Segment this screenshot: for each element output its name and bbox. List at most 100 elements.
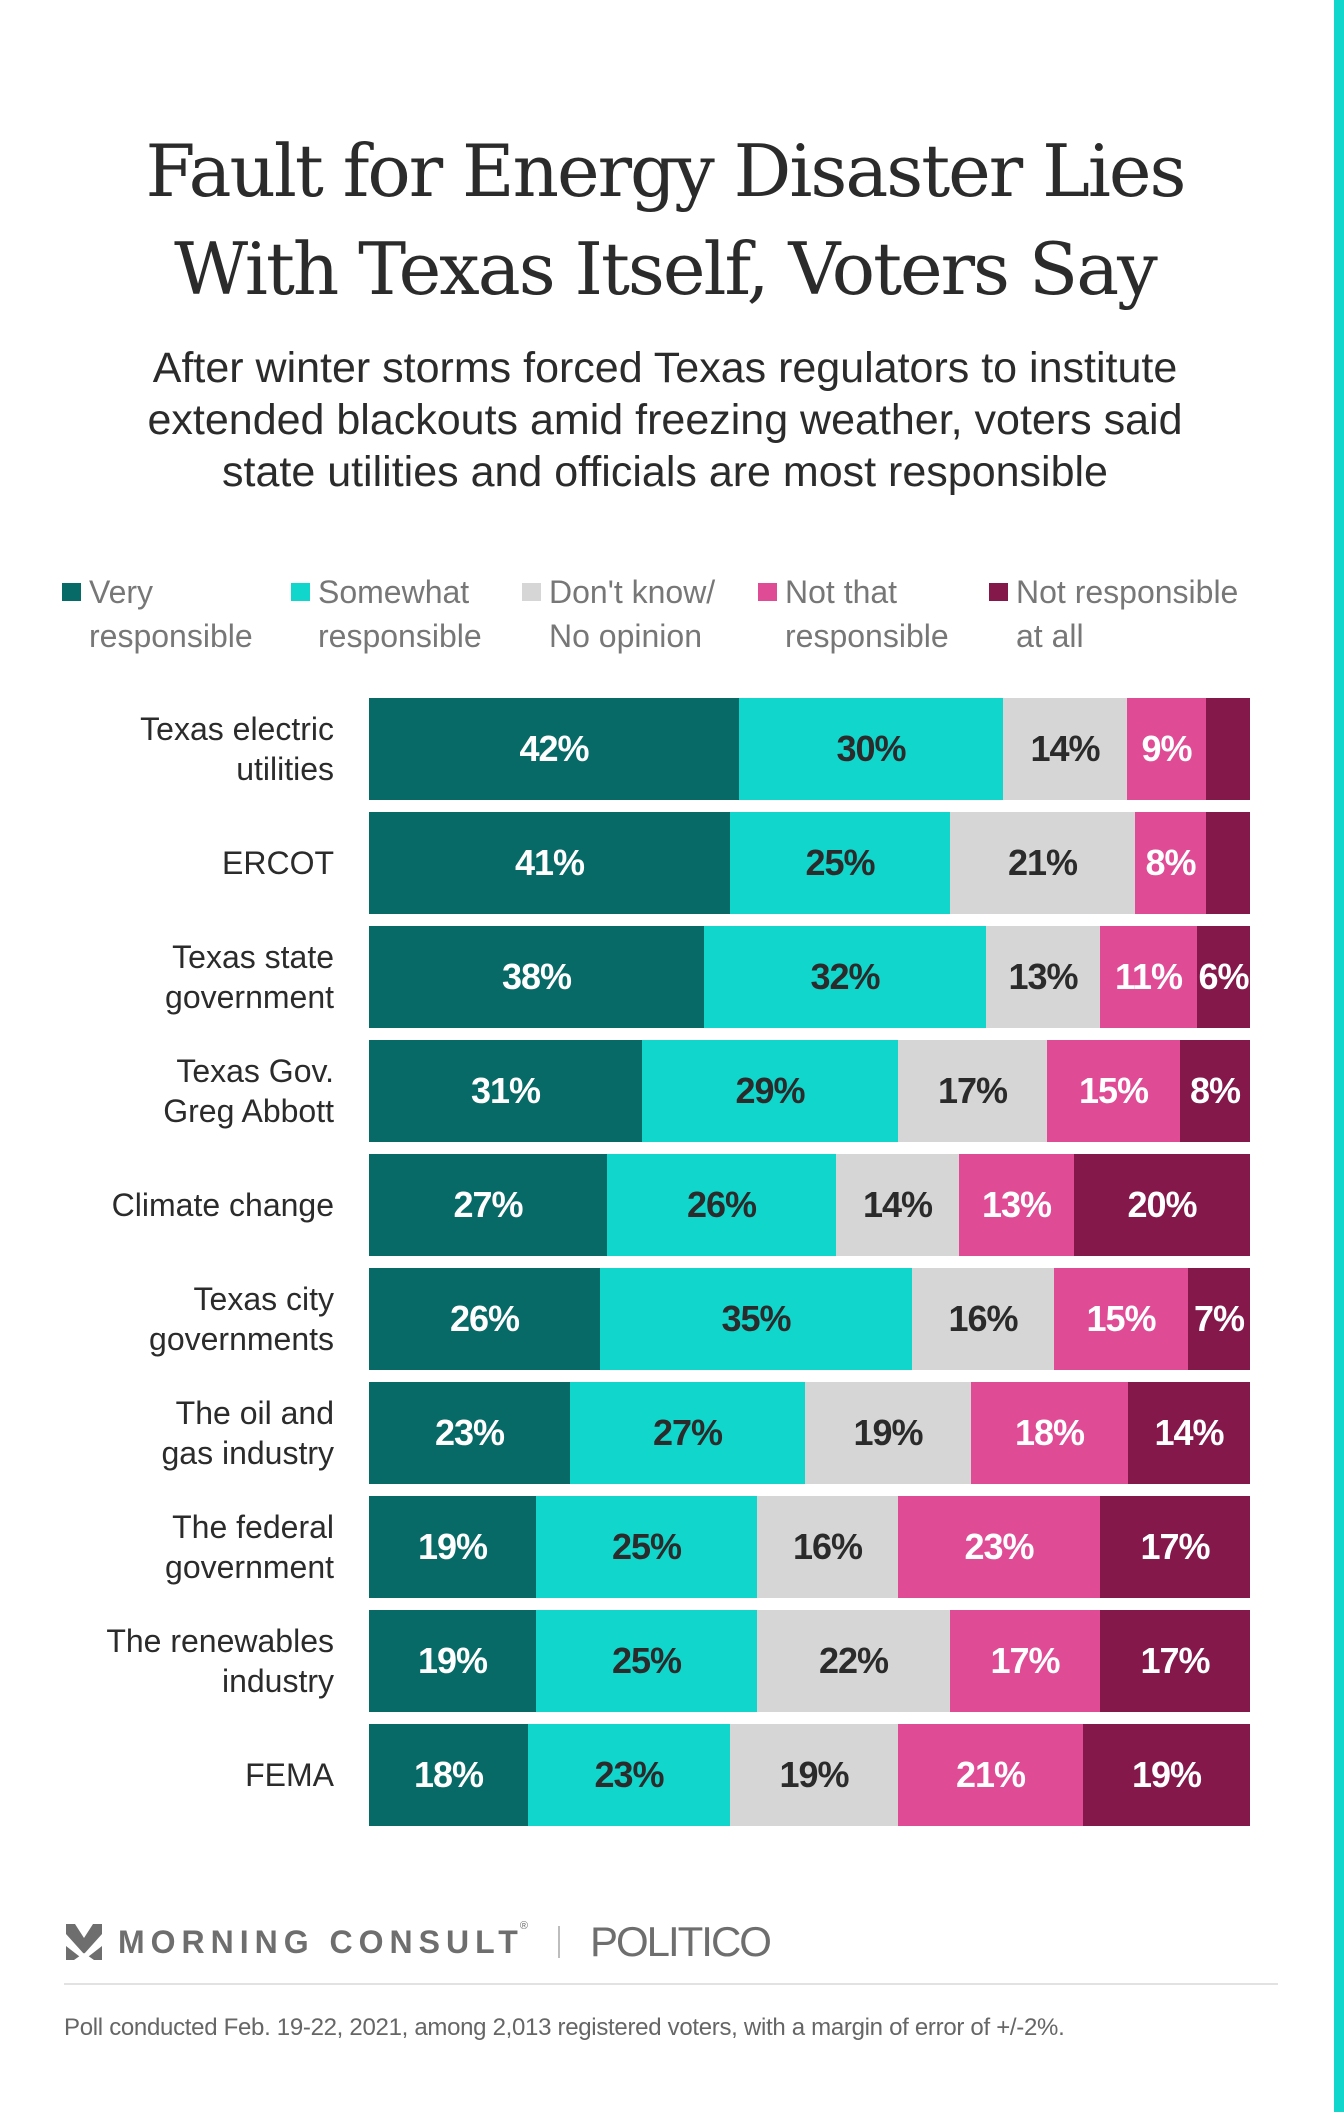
category-label: The federal government — [4, 1496, 334, 1598]
data-label: 23% — [434, 1412, 505, 1453]
category-label-line: governments — [149, 1321, 334, 1357]
chart-subtitle: After winter storms forced Texas regulat… — [0, 342, 1330, 498]
data-label: 14% — [1030, 728, 1100, 769]
subtitle-line-2: extended blackouts amid freezing weather… — [147, 396, 1183, 444]
data-label: 17% — [1140, 1526, 1210, 1567]
legend-label: Very responsible — [89, 574, 253, 654]
bar-segment-somewhat-responsible: 29% — [642, 1040, 898, 1142]
data-label: 6% — [1198, 956, 1249, 997]
legend-label: Somewhat responsible — [318, 574, 482, 654]
bar-segment-not-responsible-at-all: 17% — [1100, 1610, 1250, 1712]
data-label: 42% — [519, 728, 589, 769]
bar-segment-don-t-know-no-opinion: 21% — [950, 812, 1135, 914]
data-label: 27% — [652, 1412, 723, 1453]
bar-segment-somewhat-responsible: 23% — [528, 1724, 730, 1826]
data-label: 19% — [417, 1526, 488, 1567]
data-label: 14% — [1154, 1412, 1224, 1453]
bar-segment-don-t-know-no-opinion: 22% — [757, 1610, 950, 1712]
bar-segment-somewhat-responsible: 25% — [536, 1496, 757, 1598]
data-label: 13% — [981, 1184, 1052, 1225]
bar-segment-don-t-know-no-opinion: 14% — [836, 1154, 959, 1256]
data-label: 19% — [779, 1754, 849, 1795]
category-label: The renewables industry — [4, 1610, 334, 1712]
category-label: The oil and gas industry — [4, 1382, 334, 1484]
bar-segment-somewhat-responsible: 26% — [607, 1154, 836, 1256]
data-label: 20% — [1127, 1184, 1197, 1225]
category-label: FEMA — [4, 1724, 334, 1826]
bar-segment-not-that-responsible: 17% — [950, 1610, 1100, 1712]
category-label-line: The oil and — [175, 1395, 334, 1431]
category-label-line: government — [165, 1549, 334, 1585]
category-label-line: Texas Gov. — [176, 1053, 334, 1089]
bar-segment-not-responsible-at-all — [1206, 698, 1250, 800]
data-label: 18% — [1014, 1412, 1085, 1453]
data-label: 8% — [1189, 1070, 1241, 1111]
bar-segment-somewhat-responsible: 25% — [730, 812, 950, 914]
data-label: 32% — [810, 956, 880, 997]
data-label: 26% — [449, 1298, 520, 1339]
data-label: 17% — [1140, 1640, 1210, 1681]
category-label-line: Texas electric — [140, 711, 334, 747]
data-label: 31% — [470, 1070, 541, 1111]
bar-segment-don-t-know-no-opinion: 14% — [1003, 698, 1127, 800]
bar-segment-very-responsible: 27% — [369, 1154, 607, 1256]
data-label: 18% — [413, 1754, 484, 1795]
data-label: 29% — [735, 1070, 805, 1111]
bar-segment-somewhat-responsible: 32% — [704, 926, 986, 1028]
legend-label: Don't know/No opinion — [549, 574, 716, 654]
title-line-2: With Texas Itself, Voters Say — [174, 227, 1158, 311]
data-label: 9% — [1141, 728, 1192, 769]
data-label: 11% — [1114, 956, 1183, 997]
registered-mark: ® — [519, 1920, 528, 1932]
data-label: 17% — [990, 1640, 1060, 1681]
data-label: 30% — [836, 728, 906, 769]
bar-segment-not-responsible-at-all: 19% — [1083, 1724, 1250, 1826]
chart-title: Fault for Energy Disaster Lies With Texa… — [0, 122, 1330, 318]
bar-segment-not-responsible-at-all: 20% — [1074, 1154, 1250, 1256]
bar-segment-don-t-know-no-opinion: 16% — [757, 1496, 898, 1598]
data-label: 8% — [1145, 842, 1196, 883]
legend: Very responsible Somewhat responsible Don'… — [62, 570, 1302, 660]
data-label: 14% — [862, 1184, 933, 1225]
data-label: 35% — [721, 1298, 791, 1339]
category-label-line: government — [165, 979, 334, 1015]
bar-segment-somewhat-responsible: 35% — [600, 1268, 912, 1370]
bar-segment-not-that-responsible: 21% — [898, 1724, 1083, 1826]
footer-divider-line — [64, 1983, 1278, 1985]
bar-segment-not-that-responsible: 15% — [1047, 1040, 1180, 1142]
legend-label: Not responsible at all — [1016, 574, 1239, 654]
legend-item-somewhat-responsible: Somewhat responsible — [291, 570, 482, 658]
data-label: 19% — [1131, 1754, 1202, 1795]
bar-segment-not-that-responsible: 8% — [1135, 812, 1206, 914]
category-label-line: The renewables — [106, 1623, 334, 1659]
category-label-line: FEMA — [245, 1757, 334, 1793]
bar-segment-very-responsible: 19% — [369, 1496, 536, 1598]
bar-segment-somewhat-responsible: 25% — [536, 1610, 757, 1712]
bar-segment-very-responsible: 19% — [369, 1610, 536, 1712]
category-label-line: gas industry — [161, 1435, 334, 1471]
title-line-1: Fault for Energy Disaster Lies — [145, 129, 1187, 213]
category-label-line: Climate change — [111, 1187, 334, 1223]
category-label-line: The federal — [172, 1509, 334, 1545]
bar-segment-not-responsible-at-all: 7% — [1188, 1268, 1250, 1370]
bar-segment-not-that-responsible: 13% — [959, 1154, 1074, 1256]
category-label-line: Texas city — [193, 1281, 334, 1317]
data-label: 22% — [818, 1640, 889, 1681]
data-label: 38% — [501, 956, 572, 997]
category-label: Climate change — [4, 1154, 334, 1256]
category-label-line: utilities — [236, 751, 334, 787]
data-label: 7% — [1193, 1298, 1245, 1339]
politico-wordmark: POLITICO — [589, 1918, 772, 1965]
bar-segment-not-responsible-at-all — [1206, 812, 1250, 914]
category-label-line: ERCOT — [222, 845, 334, 881]
bar-segment-somewhat-responsible: 27% — [570, 1382, 805, 1484]
category-label: ERCOT — [4, 812, 334, 914]
bar-segment-don-t-know-no-opinion: 17% — [898, 1040, 1047, 1142]
bar-segment-somewhat-responsible: 30% — [739, 698, 1003, 800]
data-label: 21% — [955, 1754, 1026, 1795]
legend-swatch — [758, 583, 777, 601]
legend-swatch — [989, 583, 1008, 601]
category-label: Texas city governments — [4, 1268, 334, 1370]
data-label: 19% — [853, 1412, 923, 1453]
